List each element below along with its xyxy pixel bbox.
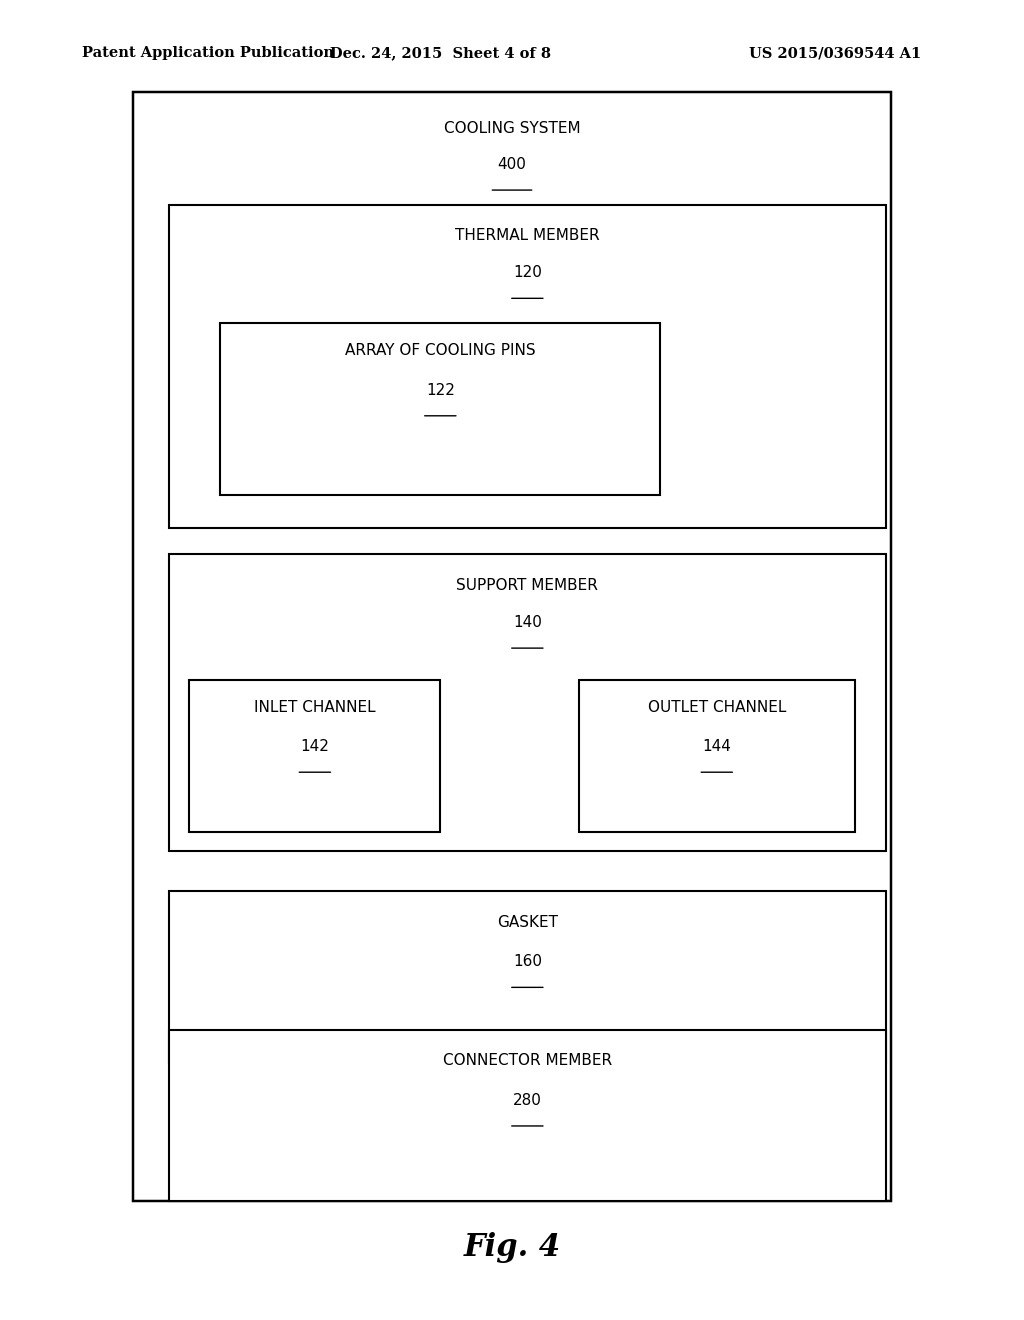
Text: OUTLET CHANNEL: OUTLET CHANNEL bbox=[647, 700, 786, 714]
Text: 160: 160 bbox=[513, 954, 542, 969]
FancyBboxPatch shape bbox=[220, 323, 660, 495]
Text: ARRAY OF COOLING PINS: ARRAY OF COOLING PINS bbox=[345, 343, 536, 358]
Text: Patent Application Publication: Patent Application Publication bbox=[82, 46, 334, 61]
Text: 144: 144 bbox=[702, 739, 731, 754]
FancyBboxPatch shape bbox=[133, 92, 891, 1201]
Text: 120: 120 bbox=[513, 265, 542, 280]
Text: COOLING SYSTEM: COOLING SYSTEM bbox=[443, 121, 581, 136]
Text: US 2015/0369544 A1: US 2015/0369544 A1 bbox=[750, 46, 922, 61]
FancyBboxPatch shape bbox=[579, 680, 855, 832]
FancyBboxPatch shape bbox=[169, 205, 886, 528]
FancyBboxPatch shape bbox=[169, 891, 886, 1063]
Text: 280: 280 bbox=[513, 1093, 542, 1107]
Text: Dec. 24, 2015  Sheet 4 of 8: Dec. 24, 2015 Sheet 4 of 8 bbox=[330, 46, 551, 61]
Text: Fig. 4: Fig. 4 bbox=[464, 1232, 560, 1263]
Text: 142: 142 bbox=[300, 739, 330, 754]
Text: THERMAL MEMBER: THERMAL MEMBER bbox=[455, 228, 600, 243]
FancyBboxPatch shape bbox=[189, 680, 440, 832]
Text: GASKET: GASKET bbox=[497, 915, 558, 929]
Text: INLET CHANNEL: INLET CHANNEL bbox=[254, 700, 376, 714]
FancyBboxPatch shape bbox=[169, 554, 886, 851]
Text: 400: 400 bbox=[498, 157, 526, 172]
Text: CONNECTOR MEMBER: CONNECTOR MEMBER bbox=[442, 1053, 612, 1068]
Text: SUPPORT MEMBER: SUPPORT MEMBER bbox=[457, 578, 598, 593]
Text: 140: 140 bbox=[513, 615, 542, 630]
Text: 122: 122 bbox=[426, 383, 455, 397]
FancyBboxPatch shape bbox=[169, 1030, 886, 1201]
